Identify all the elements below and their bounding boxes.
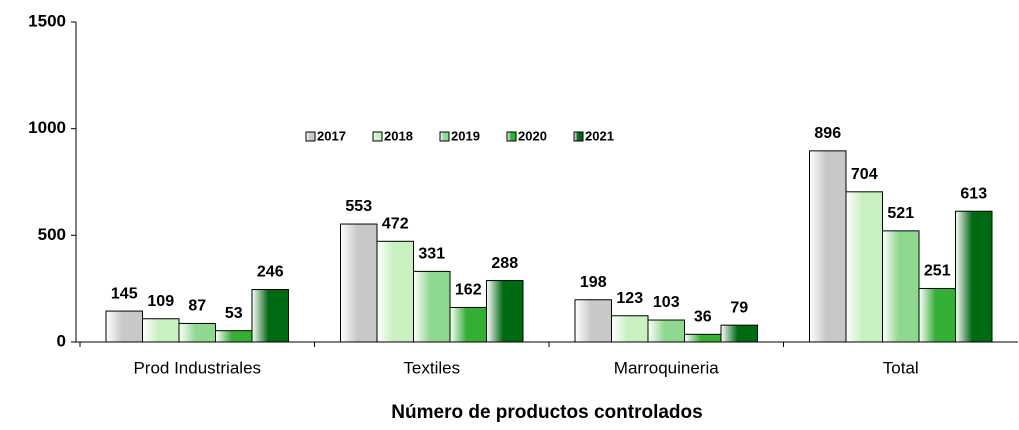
bar (720, 324, 758, 343)
y-tick-label: 0 (57, 331, 66, 350)
x-tick-label: Total (883, 358, 919, 377)
bar (845, 191, 883, 343)
bar (955, 210, 993, 343)
value-label: 613 (960, 185, 987, 202)
legend-label: 2017 (317, 128, 346, 143)
bar (918, 287, 956, 343)
value-label: 145 (111, 285, 138, 302)
bar (251, 289, 289, 343)
bar (376, 240, 414, 343)
value-label: 109 (147, 293, 174, 310)
bar (574, 299, 612, 343)
value-label: 36 (694, 309, 712, 326)
value-label: 198 (580, 274, 607, 291)
bar (882, 230, 920, 343)
x-axis-title: Número de productos controlados (391, 402, 702, 423)
legend-swatch (439, 131, 450, 142)
bar (178, 322, 216, 343)
value-label: 246 (257, 264, 284, 281)
y-tick-label: 500 (38, 225, 66, 244)
bar (684, 333, 722, 343)
value-label: 162 (455, 282, 482, 299)
bar (486, 280, 524, 343)
value-label: 896 (814, 125, 841, 142)
legend-label: 2018 (384, 128, 413, 143)
legend-swatch (305, 131, 316, 142)
legend-swatch (506, 131, 517, 142)
x-tick-label: Textiles (403, 358, 460, 377)
legend-swatch (573, 131, 584, 142)
y-tick-label: 1500 (28, 11, 66, 30)
value-label: 553 (345, 198, 372, 215)
bar (142, 318, 180, 343)
x-tick-label: Prod Industriales (133, 358, 261, 377)
value-label: 331 (418, 246, 445, 263)
legend-label: 2019 (451, 128, 480, 143)
x-tick-label: Marroquineria (614, 358, 719, 377)
bar (105, 310, 143, 343)
value-label: 87 (188, 298, 206, 315)
bar (647, 319, 685, 343)
value-label: 704 (851, 166, 878, 183)
bar (611, 315, 649, 343)
value-label: 53 (225, 305, 243, 322)
bar (809, 150, 847, 343)
legend-swatch (372, 131, 383, 142)
value-label: 288 (491, 255, 518, 272)
value-label: 521 (887, 205, 914, 222)
legend-label: 2021 (585, 128, 614, 143)
value-label: 251 (924, 263, 951, 280)
bar (215, 330, 253, 343)
legend-label: 2020 (518, 128, 547, 143)
value-label: 472 (382, 216, 409, 233)
bar (413, 270, 451, 343)
value-label: 123 (616, 290, 643, 307)
y-tick-label: 1000 (28, 118, 66, 137)
bar (340, 223, 378, 343)
value-label: 103 (653, 294, 680, 311)
bar (449, 306, 487, 343)
value-label: 79 (730, 299, 748, 316)
